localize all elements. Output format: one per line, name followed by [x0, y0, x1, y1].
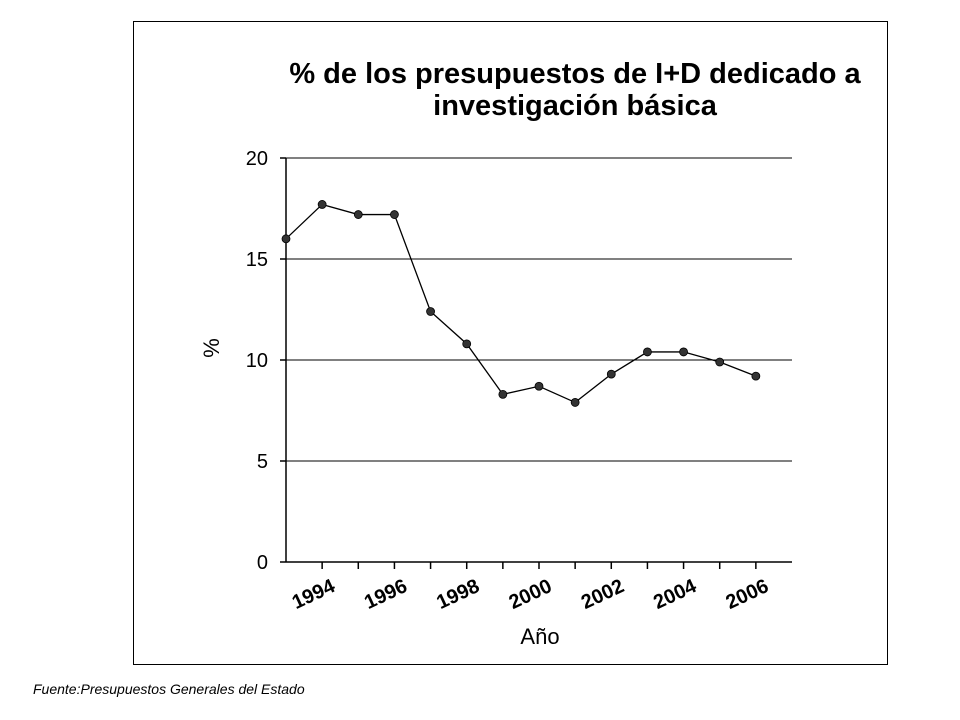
axes	[280, 157, 792, 569]
y-tick-label: 0	[257, 552, 268, 574]
y-tick-label: 20	[246, 148, 268, 170]
data-point	[498, 389, 508, 399]
y-tick-label: 15	[246, 249, 268, 271]
data-point	[317, 200, 327, 209]
y-axis-title: %	[199, 338, 224, 358]
data-point	[570, 398, 580, 407]
x-tick-label: 1994	[289, 575, 339, 614]
data-point	[534, 381, 544, 391]
x-tick-label: 2000	[506, 575, 556, 614]
chart-title-line-2: investigación básica	[433, 90, 717, 122]
x-tick-label: 2002	[578, 575, 628, 614]
source-note: Fuente:Presupuestos Generales del Estado	[33, 681, 305, 697]
data-point	[606, 369, 616, 379]
data-point	[751, 371, 761, 381]
data-point	[390, 210, 399, 219]
x-tick-label: 2004	[650, 575, 700, 614]
y-tick-label: 5	[257, 451, 268, 473]
data-point	[353, 210, 363, 219]
data-point	[679, 347, 688, 357]
y-tick-label: 10	[246, 350, 268, 372]
data-series	[281, 200, 761, 407]
data-point	[643, 347, 652, 357]
tick-labels: 0 5 10 15 20 1994 1996 1998 2000 2002 2004 2006	[246, 148, 772, 614]
gridlines	[286, 157, 792, 462]
x-tick-label: 1998	[433, 575, 483, 614]
chart-frame	[133, 21, 888, 665]
data-point	[281, 234, 291, 244]
x-tick-label: 2006	[723, 575, 773, 614]
series-line	[285, 203, 757, 404]
x-tick-label: 1996	[361, 575, 411, 614]
data-point	[462, 339, 472, 349]
data-point	[715, 357, 725, 367]
x-axis-title: Año	[520, 624, 559, 649]
chart-title-line-1: % de los presupuestos de I+D dedicado a	[289, 58, 861, 90]
data-point	[426, 307, 435, 316]
